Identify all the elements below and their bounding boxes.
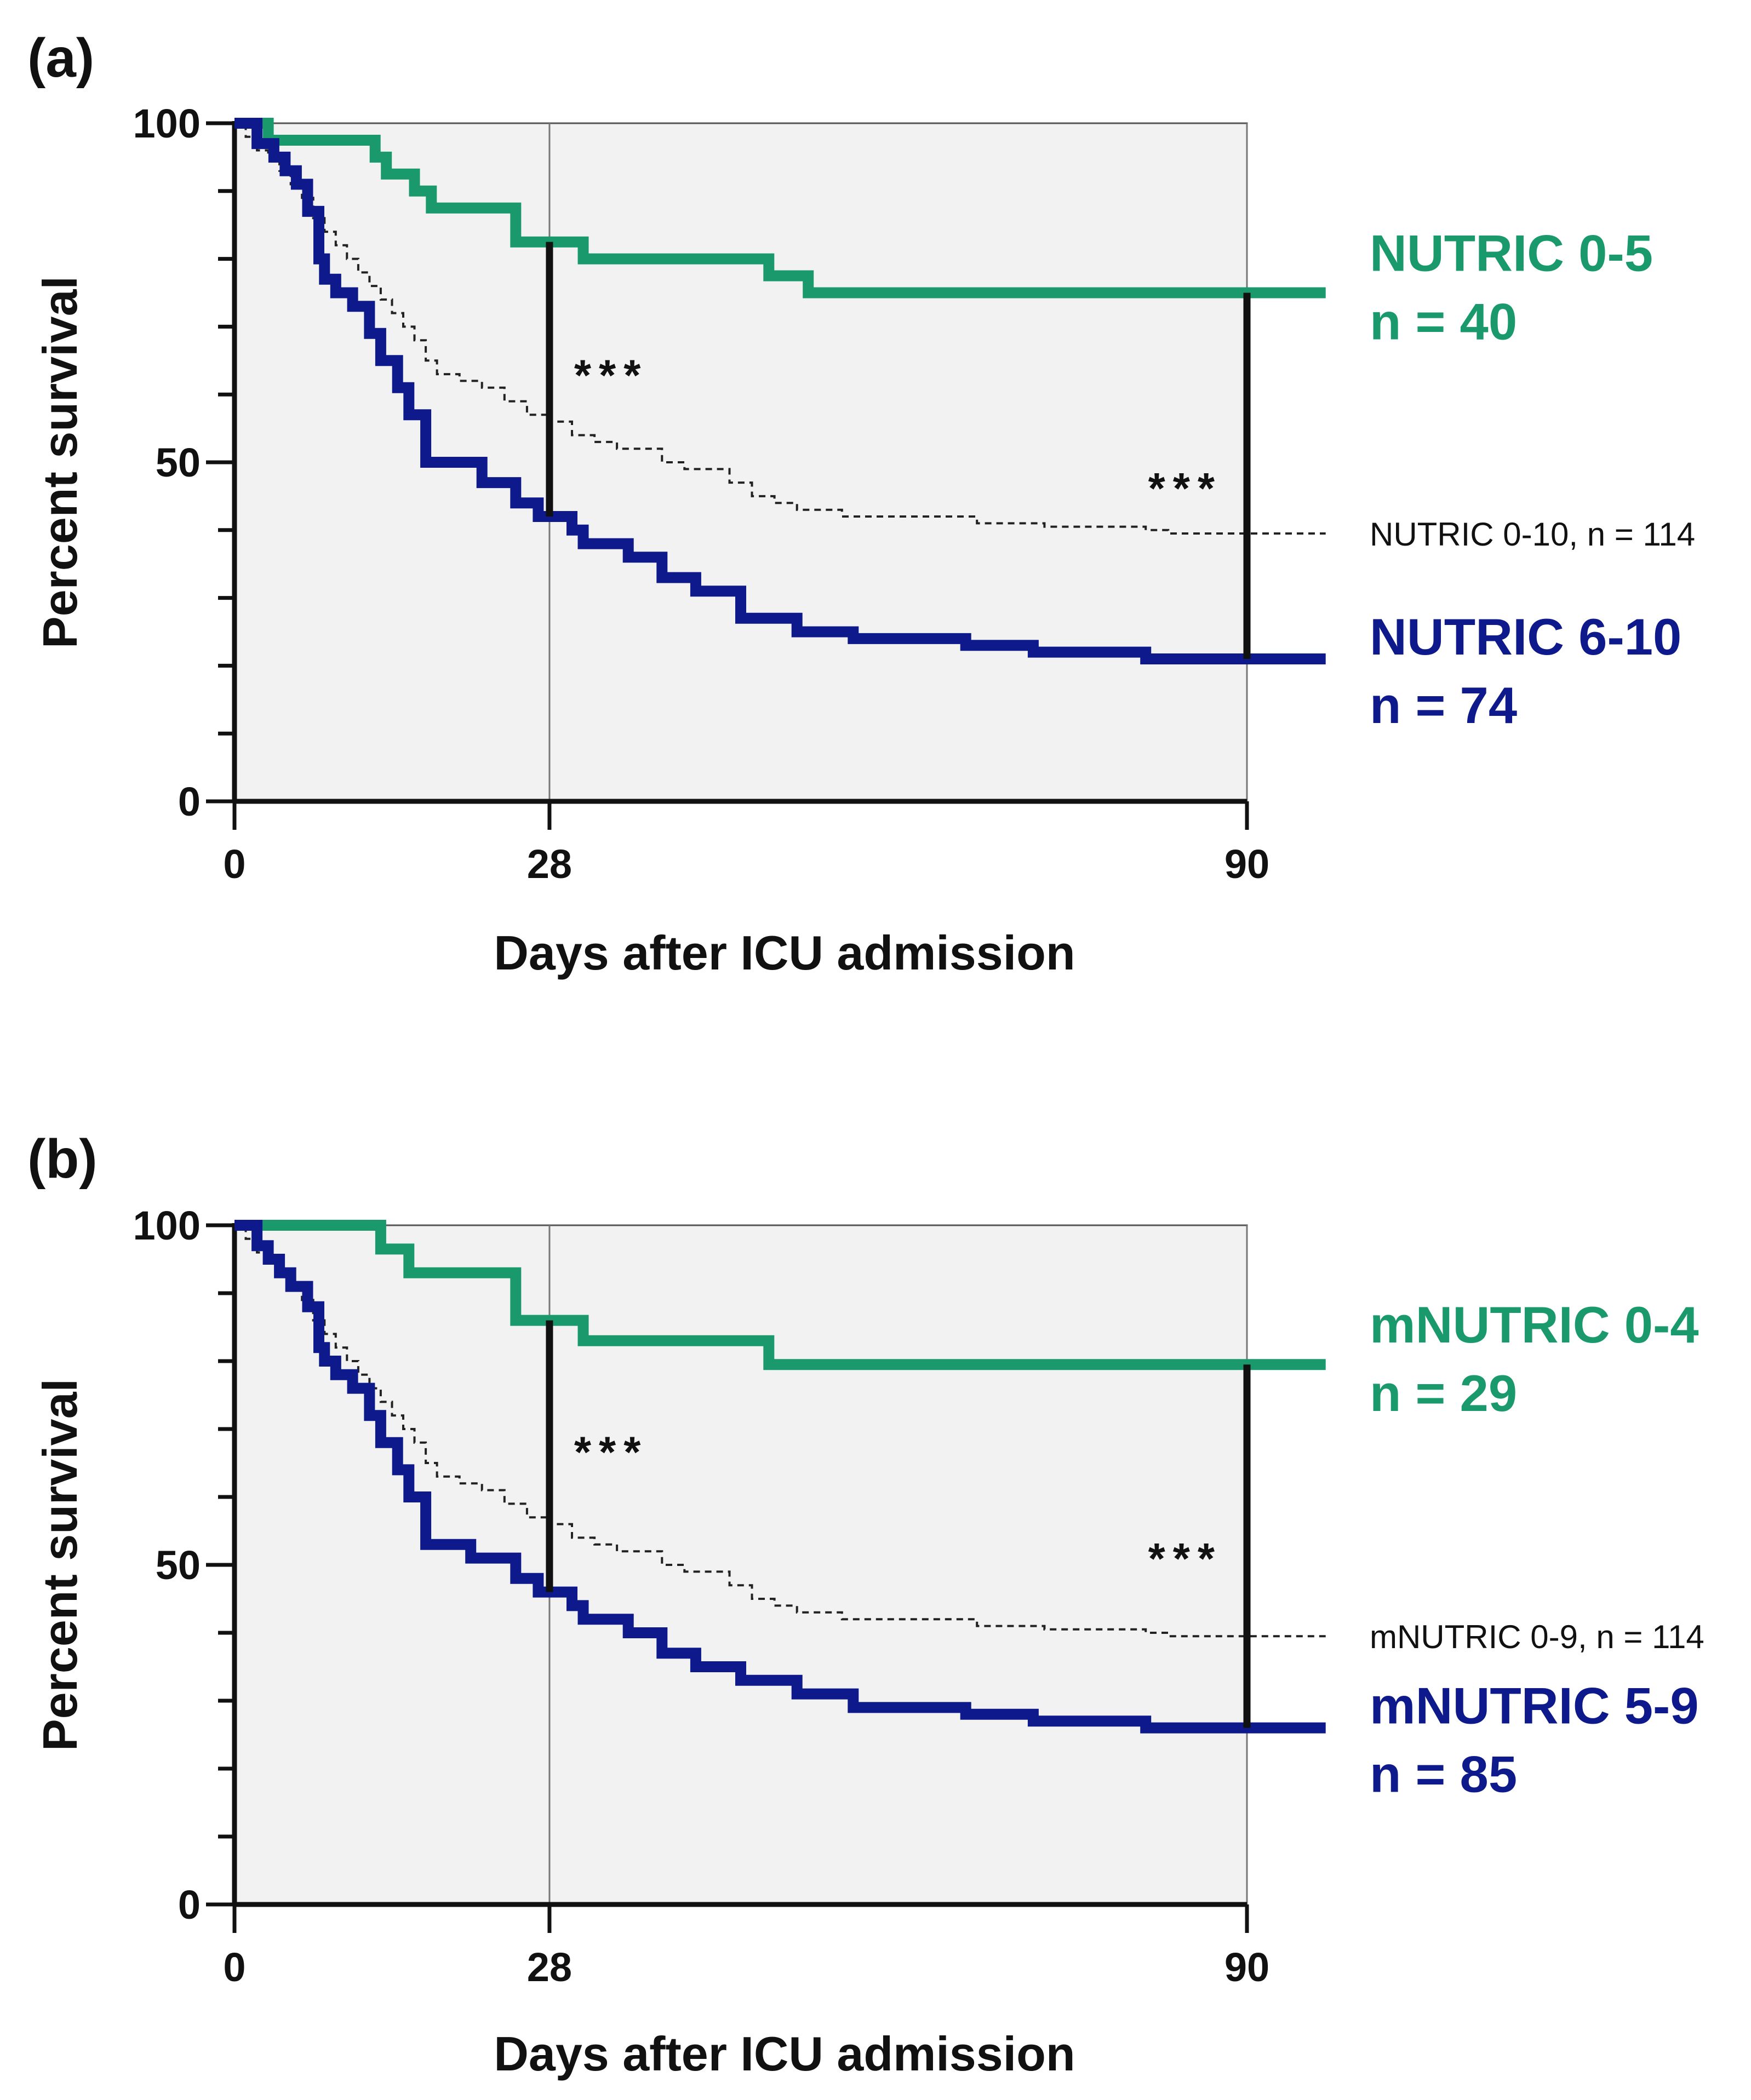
y-tick-label: 0 <box>178 779 201 824</box>
x-axis-title: Days after ICU admission <box>494 926 1075 980</box>
chart-panel-b: (b) 0 50 100 0 28 90 Days after ICU admission Pe… <box>27 1128 1704 2081</box>
legend-label-low-risk: mNUTRIC 0-4 <box>1370 1296 1699 1353</box>
legend-label-high-risk: NUTRIC 6-10 <box>1370 608 1681 665</box>
y-tick-label: 50 <box>156 1542 201 1588</box>
legend-count-low-risk: n = 29 <box>1370 1364 1517 1422</box>
y-tick-label: 50 <box>156 440 201 485</box>
significance-stars-day-90: *** <box>1148 1534 1222 1583</box>
series-line-mnutric-0-4 <box>234 1220 1326 1370</box>
x-tick-label: 0 <box>223 1944 245 1990</box>
legend-count-low-risk: n = 40 <box>1370 293 1517 351</box>
legend-label-overall: mNUTRIC 0-9, n = 114 <box>1370 1619 1704 1655</box>
chart-panel-a: (a) 0 50 100 0 28 90 Days after ICU admission Pe… <box>27 27 1695 980</box>
significance-stars-day-28: *** <box>574 1428 648 1477</box>
x-tick-label: 28 <box>527 841 572 887</box>
legend-label-overall: NUTRIC 0-10, n = 114 <box>1370 516 1695 553</box>
plot-area <box>233 122 1248 802</box>
significance-stars-day-90: *** <box>1148 464 1222 513</box>
plot-area <box>233 1224 1248 1906</box>
y-axis-title: Percent survival <box>33 276 87 649</box>
y-axis-title: Percent survival <box>33 1379 87 1751</box>
x-tick-label: 90 <box>1224 1944 1269 1990</box>
panel-label: (a) <box>27 27 94 89</box>
x-tick-label: 0 <box>223 841 245 887</box>
series-line-mnutric-5-9 <box>234 1220 1326 1734</box>
series-line-nutric-0-5 <box>234 118 1326 299</box>
significance-stars-day-28: *** <box>574 351 648 399</box>
y-tick-label: 100 <box>133 1203 201 1248</box>
legend-label-low-risk: NUTRIC 0-5 <box>1370 225 1653 282</box>
legend-count-high-risk: n = 74 <box>1370 676 1517 734</box>
y-tick-label: 0 <box>178 1882 201 1927</box>
y-tick-label: 100 <box>133 101 201 146</box>
panel-label: (b) <box>27 1128 98 1190</box>
legend-label-high-risk: mNUTRIC 5-9 <box>1370 1677 1699 1735</box>
x-axis-title: Days after ICU admission <box>494 2027 1075 2081</box>
x-tick-label: 28 <box>527 1944 572 1990</box>
legend-count-high-risk: n = 85 <box>1370 1746 1517 1803</box>
series-line-nutric-6-10 <box>234 118 1326 664</box>
x-tick-label: 90 <box>1224 841 1269 887</box>
